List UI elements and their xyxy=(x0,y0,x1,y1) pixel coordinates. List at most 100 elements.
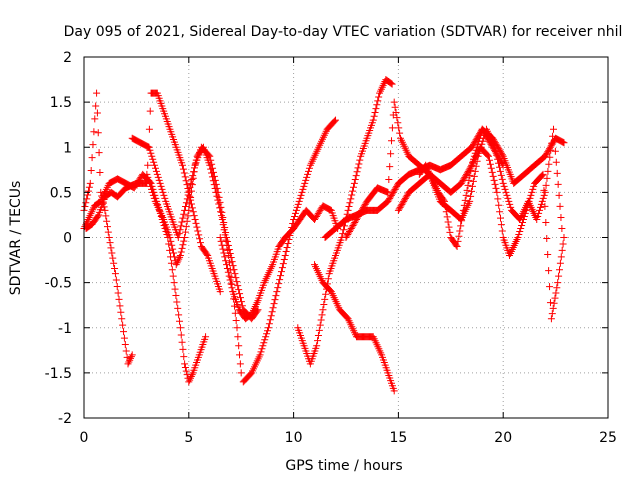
data-point-interp xyxy=(343,232,351,240)
data-point-interp xyxy=(443,213,451,221)
data-point-interp xyxy=(461,173,469,181)
data-point-interp xyxy=(271,296,279,304)
data-point-interp xyxy=(224,268,232,276)
data-point-interp xyxy=(125,358,133,366)
data-point xyxy=(185,206,193,214)
data-point-interp xyxy=(209,164,217,172)
data-point xyxy=(181,234,189,241)
data-point-interp xyxy=(324,275,332,283)
data-point xyxy=(185,378,193,386)
data-point xyxy=(541,152,549,160)
data-point-interp xyxy=(213,184,221,192)
data-point-interp xyxy=(460,175,468,183)
data-point-interp xyxy=(179,214,187,222)
data-point xyxy=(233,324,241,332)
data-point-interp xyxy=(398,200,406,208)
data-point-interp xyxy=(401,194,409,202)
data-point-interp xyxy=(393,182,401,190)
data-point-interp xyxy=(465,166,473,174)
data-point-interp xyxy=(545,267,553,275)
data-point-interp xyxy=(515,230,523,238)
data-point-interp xyxy=(193,223,201,231)
data-point xyxy=(202,333,210,341)
data-point-interp xyxy=(340,226,348,234)
x-tick-label: 0 xyxy=(80,430,89,446)
data-point xyxy=(344,206,352,214)
data-point-interp xyxy=(348,223,356,231)
data-point-interp xyxy=(497,149,505,157)
data-point-interp xyxy=(496,208,504,216)
data-point xyxy=(558,224,566,232)
data-point-interp xyxy=(386,163,394,171)
data-point-interp xyxy=(182,177,190,185)
data-point-interp xyxy=(119,321,127,329)
data-point xyxy=(281,252,289,260)
data-point-interp xyxy=(227,254,235,262)
data-point-interp xyxy=(304,170,312,178)
data-point-interp xyxy=(173,298,181,306)
data-point-interp xyxy=(261,336,269,344)
data-point-interp xyxy=(176,226,184,234)
data-point-interp xyxy=(283,244,291,252)
data-point-interp xyxy=(539,194,547,202)
data-point-interp xyxy=(171,285,179,293)
data-point-interp xyxy=(302,176,310,184)
data-point-interp xyxy=(104,228,112,236)
data-point-interp xyxy=(144,173,152,181)
y-tick-label: -2 xyxy=(58,411,72,427)
data-point-interp xyxy=(94,212,102,220)
data-point-interp xyxy=(291,209,299,217)
data-point xyxy=(384,197,392,205)
data-point xyxy=(191,215,199,223)
data-point-interp xyxy=(387,193,395,201)
data-point-interp xyxy=(351,175,359,183)
data-point-interp xyxy=(263,330,271,338)
data-point-interp xyxy=(176,253,184,261)
data-point xyxy=(273,288,281,296)
data-point-interp xyxy=(96,169,104,177)
data-point-interp xyxy=(359,205,367,213)
data-point-interp xyxy=(521,209,529,217)
data-point-interp xyxy=(488,168,496,176)
data-point-interp xyxy=(458,212,466,220)
data-point-interp xyxy=(374,97,382,105)
data-point-interp xyxy=(526,194,534,202)
data-point xyxy=(560,139,568,147)
data-point-interp xyxy=(113,282,121,290)
data-point-interp xyxy=(82,199,90,207)
data-point-interp xyxy=(466,171,474,179)
data-point-interp xyxy=(270,300,278,308)
data-point-interp xyxy=(183,195,191,203)
data-point-interp xyxy=(144,143,152,151)
data-point-interp xyxy=(126,356,134,364)
data-point-interp xyxy=(463,186,471,194)
data-point-interp xyxy=(550,136,558,144)
data-point-interp xyxy=(181,173,189,181)
series-arc-7 xyxy=(239,116,340,386)
data-point-interp xyxy=(314,337,322,345)
data-point-interp xyxy=(361,200,369,208)
data-point-interp xyxy=(498,227,506,235)
data-point-interp xyxy=(552,289,560,297)
data-point-interp xyxy=(556,202,564,210)
data-point-interp xyxy=(314,331,322,339)
data-point-interp xyxy=(356,156,364,164)
data-point-interp xyxy=(159,188,167,196)
data-point-interp xyxy=(225,272,233,280)
data-point-interp xyxy=(231,309,239,317)
data-point-interp xyxy=(492,147,500,155)
data-point-interp xyxy=(232,317,240,325)
data-point-interp xyxy=(519,218,527,226)
data-point-interp xyxy=(375,93,383,101)
data-point-interp xyxy=(267,312,275,320)
data-point xyxy=(390,98,398,106)
data-point-interp xyxy=(284,240,292,248)
data-point-interp xyxy=(217,203,225,211)
data-point-interp xyxy=(470,172,478,180)
data-point-interp xyxy=(216,198,224,206)
data-point-interp xyxy=(493,151,501,159)
data-point xyxy=(101,206,109,214)
y-tick-label: -1 xyxy=(58,321,72,337)
data-point-interp xyxy=(169,272,177,280)
data-point xyxy=(332,116,340,124)
